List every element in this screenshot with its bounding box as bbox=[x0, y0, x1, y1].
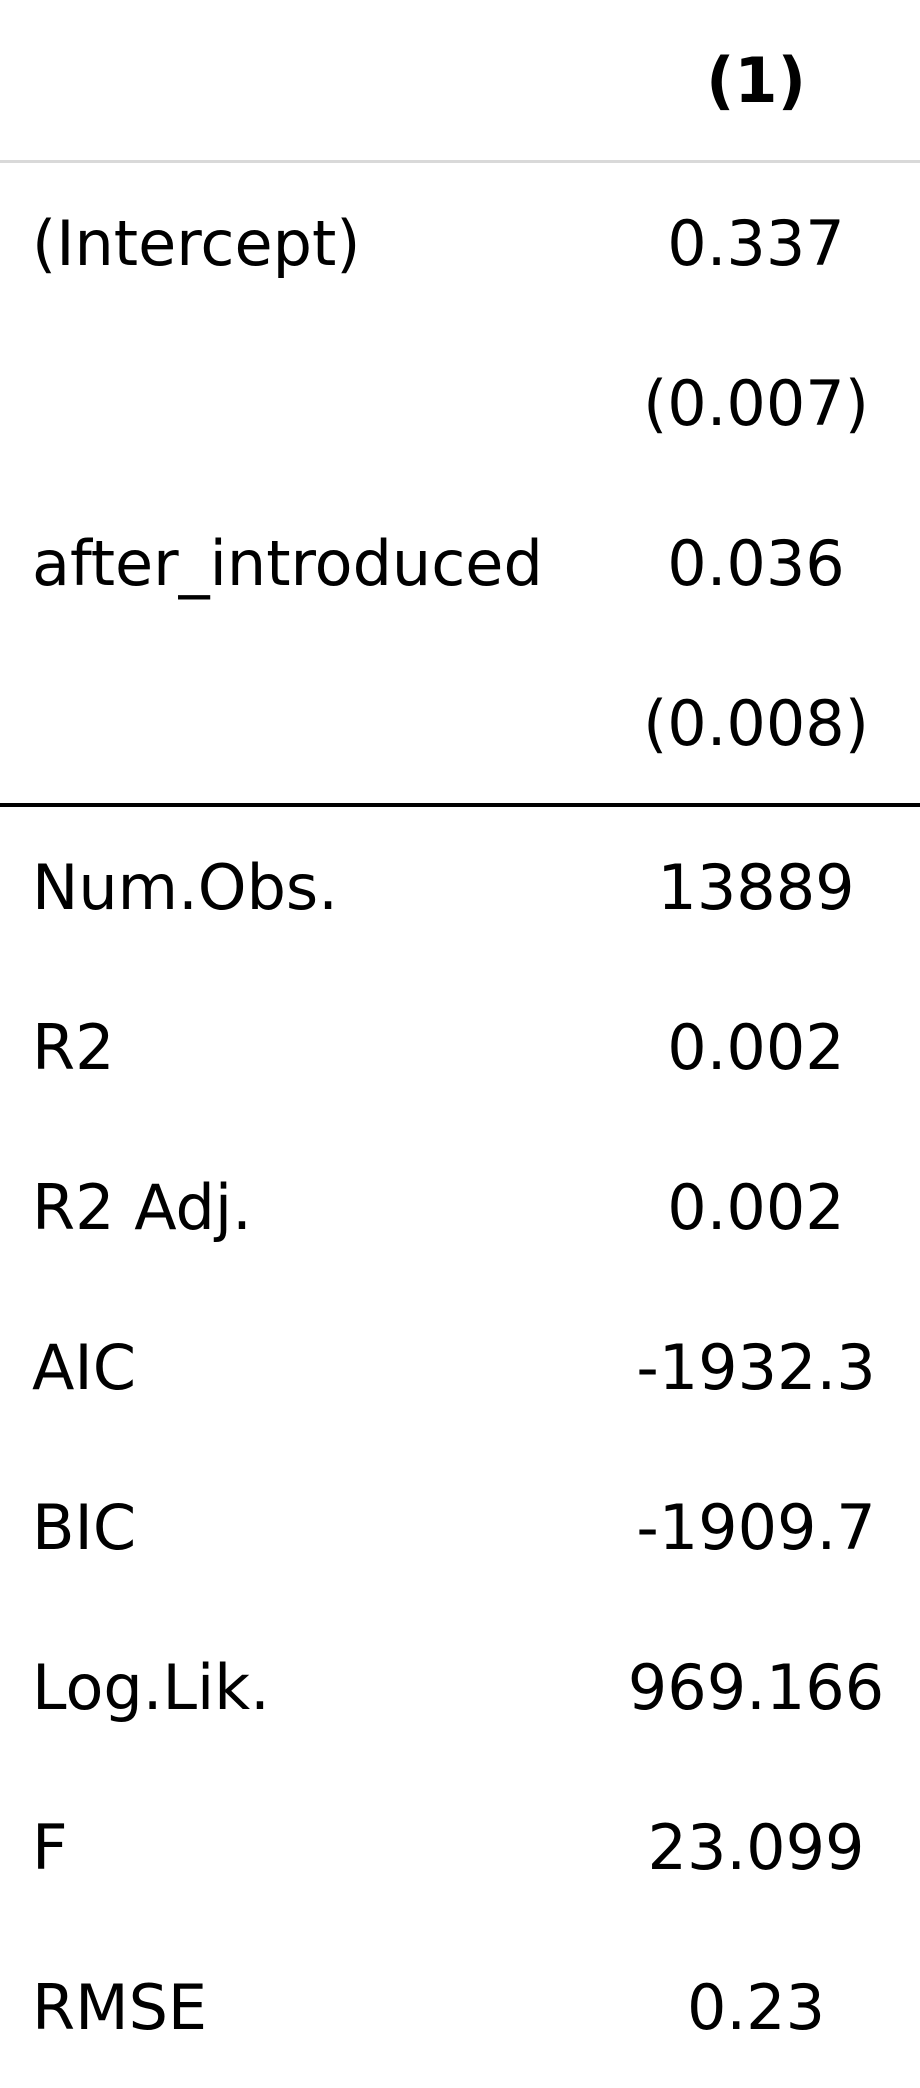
stat-row-r2-adj: R2 Adj. 0.002 bbox=[0, 1127, 920, 1287]
row-label: Log.Lik. bbox=[32, 1650, 270, 1724]
stat-value: -1909.7 bbox=[636, 1490, 876, 1564]
column-header-model-1: (1) bbox=[706, 43, 806, 117]
coef-std-error: (0.008) bbox=[643, 686, 869, 760]
stat-value: 0.002 bbox=[667, 1010, 845, 1084]
header-row: (1) bbox=[0, 0, 920, 160]
row-label: after_introduced bbox=[32, 526, 543, 600]
row-label: (Intercept) bbox=[32, 206, 361, 280]
stat-row-bic: BIC -1909.7 bbox=[0, 1447, 920, 1607]
stat-value: -1932.3 bbox=[636, 1330, 876, 1404]
stat-value: 969.166 bbox=[627, 1650, 885, 1724]
stat-row-aic: AIC -1932.3 bbox=[0, 1287, 920, 1447]
stats-divider bbox=[0, 803, 920, 807]
row-label: R2 bbox=[32, 1010, 115, 1084]
coef-row-intercept-se: (0.007) bbox=[0, 323, 920, 483]
coef-row-after-introduced-se: (0.008) bbox=[0, 643, 920, 803]
coef-std-error: (0.007) bbox=[643, 366, 869, 440]
stat-value: 0.23 bbox=[686, 1970, 826, 2044]
row-label: Num.Obs. bbox=[32, 850, 338, 924]
coef-row-after-introduced: after_introduced 0.036 bbox=[0, 483, 920, 643]
stat-row-rmse: RMSE 0.23 bbox=[0, 1927, 920, 2087]
stat-row-f: F 23.099 bbox=[0, 1767, 920, 1927]
stat-value: 0.002 bbox=[667, 1170, 845, 1244]
row-label: AIC bbox=[32, 1330, 136, 1404]
row-label: BIC bbox=[32, 1490, 137, 1564]
stat-value: 13889 bbox=[657, 850, 855, 924]
coef-estimate: 0.036 bbox=[667, 526, 845, 600]
stat-value: 23.099 bbox=[647, 1810, 865, 1884]
row-label: F bbox=[32, 1810, 68, 1884]
row-label: RMSE bbox=[32, 1970, 208, 2044]
coef-estimate: 0.337 bbox=[667, 206, 845, 280]
stat-row-r2: R2 0.002 bbox=[0, 967, 920, 1127]
header-divider bbox=[0, 160, 920, 163]
row-label: R2 Adj. bbox=[32, 1170, 252, 1244]
stat-row-log-lik: Log.Lik. 969.166 bbox=[0, 1607, 920, 1767]
stat-row-num-obs: Num.Obs. 13889 bbox=[0, 807, 920, 967]
coef-row-intercept: (Intercept) 0.337 bbox=[0, 163, 920, 323]
